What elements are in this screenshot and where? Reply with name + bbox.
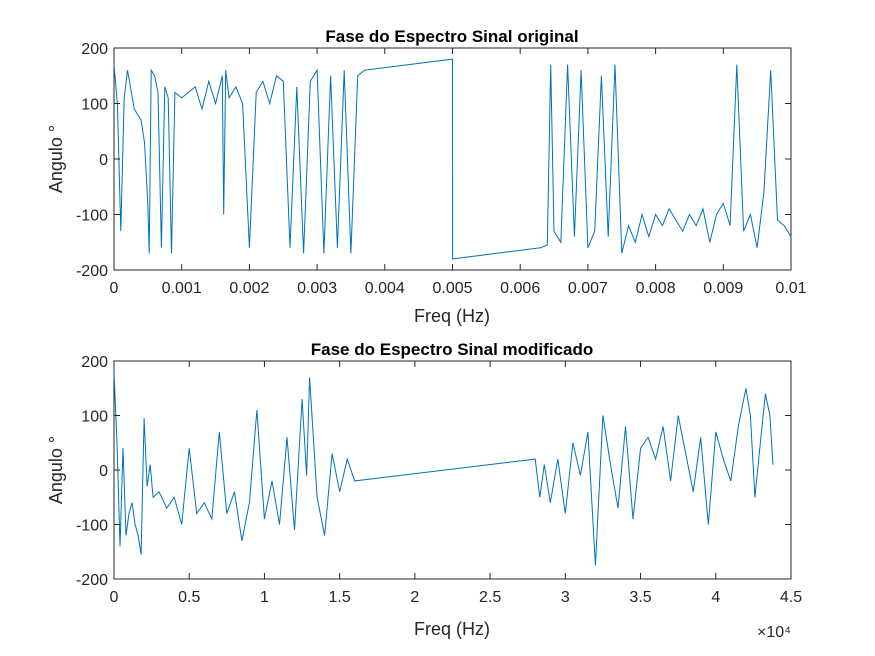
x-tick-label: 0.004: [365, 280, 405, 297]
subplot-top: -200 -100 0 100 200 0 0.001 0.002 0.003 0.004 0.0…: [46, 27, 807, 326]
x-tick-label: 3: [561, 589, 570, 606]
x-tick-label: 0.008: [636, 280, 676, 297]
x-tick-label: 0.006: [500, 280, 540, 297]
y-tick-label: 200: [81, 41, 108, 58]
y-axis-label-bottom: Angulo °: [46, 436, 66, 504]
x-tick-label: 1.5: [329, 589, 351, 606]
x-ticks-bottom: 0 0.5 1 1.5 2 2.5 3 3.5 4 4.5: [110, 361, 802, 606]
x-tick-label: 1: [260, 589, 269, 606]
x-ticks-top: 0 0.001 0.002 0.003 0.004 0.005 0.006 0.007 0.00…: [110, 48, 807, 297]
x-tick-label: 0.01: [775, 280, 806, 297]
y-ticks-bottom: -200 -100 0 100 200: [76, 354, 791, 589]
y-tick-label: -200: [76, 572, 108, 589]
x-tick-label: 4: [711, 589, 720, 606]
y-tick-label: 0: [99, 152, 108, 169]
y-tick-label: 0: [99, 463, 108, 480]
phase-line-modified: [113, 371, 774, 566]
x-tick-label: 0.009: [703, 280, 743, 297]
y-tick-label: 100: [81, 97, 108, 114]
x-axis-exponent-label: ×10⁴: [757, 624, 791, 641]
x-axis-label-top: Freq (Hz): [414, 306, 490, 326]
y-tick-label: 100: [81, 409, 108, 426]
y-tick-label: -100: [76, 518, 108, 535]
y-tick-label: -100: [76, 208, 108, 225]
x-tick-label: 3.5: [629, 589, 651, 606]
x-tick-label: 2.5: [479, 589, 501, 606]
x-tick-label: 0: [110, 589, 119, 606]
x-tick-label: 0.002: [229, 280, 269, 297]
y-tick-label: 200: [81, 354, 108, 371]
chart-title-bottom: Fase do Espectro Sinal modificado: [311, 340, 593, 359]
x-tick-label: 2: [410, 589, 419, 606]
chart-title-top: Fase do Espectro Sinal original: [325, 27, 578, 46]
subplot-bottom: -200 -100 0 100 200 0 0.5 1 1.5 2 2.5 3 3.5 4 4.5 Fas…: [46, 340, 802, 641]
x-tick-label: 0.003: [297, 280, 337, 297]
x-tick-label: 0.001: [162, 280, 202, 297]
x-tick-label: 0.007: [568, 280, 608, 297]
x-tick-label: 0.5: [178, 589, 200, 606]
y-ticks-top: -200 -100 0 100 200: [76, 41, 791, 280]
y-tick-label: -200: [76, 263, 108, 280]
x-tick-label: 4.5: [780, 589, 802, 606]
phase-line-original: [113, 58, 792, 260]
x-tick-label: 0.005: [432, 280, 472, 297]
x-tick-label: 0: [110, 280, 119, 297]
x-axis-label-bottom: Freq (Hz): [414, 619, 490, 639]
y-axis-label-top: Angulo °: [46, 125, 66, 193]
